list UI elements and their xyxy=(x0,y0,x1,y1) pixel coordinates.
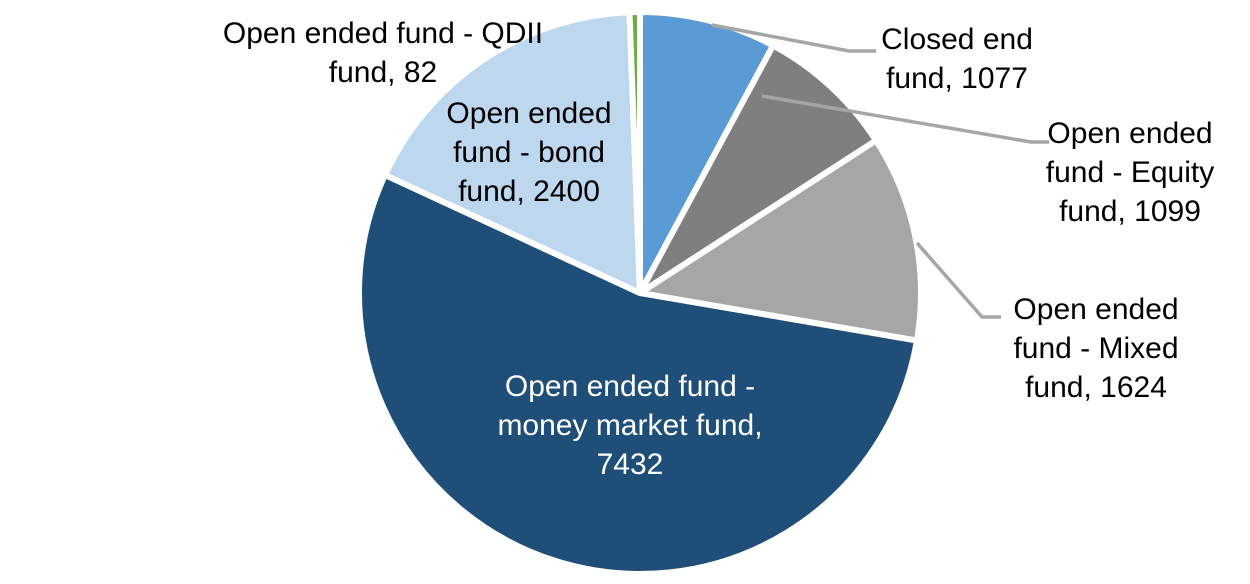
leader-line-equity-fund xyxy=(761,94,1049,144)
label-line: Open ended fund - xyxy=(504,370,756,403)
label-line: fund, 1624 xyxy=(1025,371,1167,404)
label-line: fund, 82 xyxy=(328,56,438,89)
label-line: Open ended xyxy=(446,97,612,130)
label-line: fund, 1077 xyxy=(886,62,1028,95)
pie-slice-open-ended-fund-bond-fund xyxy=(382,9,643,296)
label-line: fund, 1099 xyxy=(1059,195,1201,228)
label-mixed-fund: Open ended fund - Mixed fund, 1624 xyxy=(1013,290,1178,407)
label-line: 7432 xyxy=(596,448,664,481)
label-line: fund, 2400 xyxy=(458,175,600,208)
label-line: fund - Equity xyxy=(1045,156,1215,189)
label-line: Open ended fund - QDII xyxy=(222,17,544,50)
label-line: money market fund, xyxy=(497,409,763,442)
label-qdii-fund: Open ended fund - QDII fund, 82 xyxy=(223,14,543,92)
label-line: Closed end xyxy=(881,23,1033,56)
label-closed-end-fund: Closed end fund, 1077 xyxy=(881,20,1033,98)
label-equity-fund: Open ended fund - Equity fund, 1099 xyxy=(1046,114,1214,231)
pie-slices xyxy=(356,9,924,577)
label-line: fund - bond xyxy=(453,136,605,169)
label-bond-fund: Open ended fund - bond fund, 2400 xyxy=(446,94,611,211)
label-line: fund - Mixed xyxy=(1013,332,1179,365)
pie-slice-open-ended-fund-equity-fund xyxy=(637,42,879,296)
pie-slice-open-ended-fund-qdii-fund xyxy=(626,9,643,296)
pie-slice-open-ended-fund-mixed-fund xyxy=(637,137,924,344)
leader-line-closed-end-fund xyxy=(711,23,876,53)
leader-line-mixed-fund xyxy=(915,241,1001,319)
label-money-market-fund: Open ended fund - money market fund, 743… xyxy=(497,367,762,484)
pie-slice-closed-end-fund xyxy=(637,9,777,296)
pie-slice-open-ended-fund-money-market-fund xyxy=(356,171,920,577)
label-line: Open ended xyxy=(1013,293,1179,326)
label-line: Open ended xyxy=(1047,117,1213,150)
